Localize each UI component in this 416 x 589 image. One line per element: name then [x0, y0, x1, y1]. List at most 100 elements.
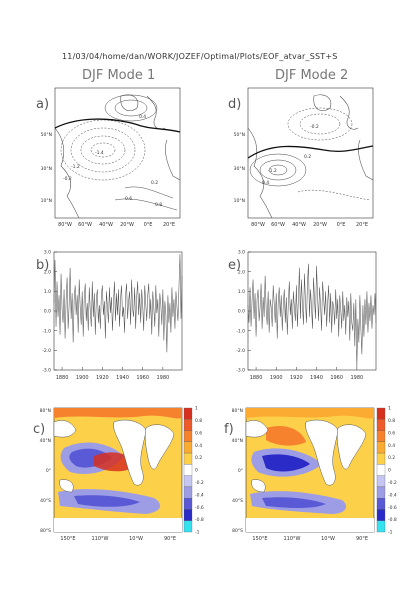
y-tick-label: 3.0 — [238, 250, 245, 256]
lat-tick-10n: 10°N — [234, 198, 245, 204]
lat-tick-40n: 40°N — [232, 438, 243, 444]
lon-tick-10w: 10°W — [129, 536, 143, 542]
colorbar-label: 0.8 — [195, 418, 202, 424]
y-tick-label: -3.0 — [42, 368, 51, 374]
lon-tick-90e: 90°E — [164, 536, 176, 542]
x-tick-label: 1880 — [250, 375, 263, 381]
colorbar-swatch — [183, 475, 193, 488]
lat-tick-0: 0° — [46, 468, 51, 474]
colorbar-swatch — [183, 464, 193, 476]
panel-label-a: a) — [36, 97, 50, 112]
lon-tick-60w: 60°W — [271, 222, 285, 228]
colorbar-swatch — [376, 498, 386, 510]
y-tick-label: -3.0 — [236, 368, 245, 374]
lat-tick-40n: 40°N — [40, 438, 51, 444]
series-line — [247, 263, 377, 369]
coastline-americas — [247, 127, 273, 219]
panel-label-e: e) — [228, 258, 242, 273]
colorbar-swatch — [183, 520, 193, 533]
lon-tick-20w: 20°W — [120, 222, 134, 228]
coastline-europe-africa — [339, 95, 374, 181]
x-tick-label: 1960 — [330, 375, 343, 381]
x-tick-label: 1900 — [76, 375, 89, 381]
x-tick-label: 1940 — [310, 375, 323, 381]
lon-tick-10w: 10°W — [321, 536, 335, 542]
colorbar-label: -0.2 — [388, 480, 397, 486]
coastline-greenland — [313, 94, 332, 111]
continent-asia — [245, 420, 269, 438]
contour-label: -1.4 — [95, 150, 104, 156]
contour-label: 0.2 — [304, 154, 311, 160]
lon-tick-150e: 150°E — [60, 536, 75, 542]
y-tick-label: 0.0 — [44, 309, 51, 315]
colorbar-swatch — [183, 509, 193, 521]
colorbar-label: 1 — [388, 406, 391, 412]
panel-label-f: f) — [224, 422, 234, 437]
x-tick-label: 1980 — [350, 375, 363, 381]
y-tick-label: -1.0 — [42, 328, 51, 334]
y-tick-label: 1.0 — [44, 289, 51, 295]
contour-label: -1.2 — [71, 164, 80, 170]
plot-frame — [53, 251, 183, 371]
lat-tick-30n: 30°N — [41, 166, 52, 172]
continent-africa — [336, 424, 367, 470]
lat-tick-80s: 80°S — [40, 528, 51, 534]
contour-label: 0.2 — [151, 180, 158, 186]
colorbar-swatch — [183, 452, 193, 465]
y-tick-label: 2.0 — [238, 269, 245, 275]
colorbar-swatch — [376, 419, 386, 431]
contour-map-mode-2: 50°N 30°N 10°N 80°W 60°W 40°W 20°W 0°E 2… — [234, 87, 374, 228]
colorbar-label: -0.2 — [195, 480, 204, 486]
colorbar-swatch — [376, 430, 386, 442]
plot-frame — [247, 251, 377, 371]
lat-tick-50n: 50°N — [234, 132, 245, 138]
panel-label-c: c) — [33, 422, 46, 437]
lon-tick-80w: 80°W — [58, 222, 72, 228]
colorbar-label: 0.8 — [388, 418, 395, 424]
contour-map-mode-1: 50°N 30°N 10°N 80°W 60°W 40°W 20°W 0°E 2… — [41, 87, 181, 228]
sst-map-mode-2: 80°N 40°N 0° 40°S 80°S 150°E 110°W 10°W … — [232, 407, 375, 542]
x-tick-label: 1960 — [136, 375, 149, 381]
time-series-mode-2: 3.0 2.0 1.0 0.0 -1.0 -2.0 -3.0 1880 1900 1920 1940… — [236, 250, 377, 381]
colorbar-swatch — [183, 486, 193, 499]
contour-label: 0.6 — [125, 196, 132, 202]
colorbar-label: 0.4 — [195, 443, 202, 449]
lon-tick-80w: 80°W — [251, 222, 265, 228]
colorbar-label: 0.2 — [195, 455, 202, 461]
continent-asia — [53, 420, 77, 438]
continent-australia — [59, 479, 74, 493]
colorbar-swatch — [376, 464, 386, 476]
colorbar-label: 0.6 — [195, 430, 202, 436]
lon-tick-60w: 60°W — [78, 222, 92, 228]
colorbar-mode-2: 1 0.8 0.6 0.4 0.2 0 -0.2 -0.4 -0.6 -0.8 -1 — [376, 406, 397, 536]
y-tick-label: 1.0 — [238, 289, 245, 295]
y-tick-label: -2.0 — [236, 348, 245, 354]
colorbar-mode-1: 1 0.8 0.6 0.4 0.2 0 -0.2 -0.4 -0.6 -0.8 -1 — [183, 406, 204, 536]
lon-tick-90e: 90°E — [356, 536, 368, 542]
y-tick-label: -2.0 — [42, 348, 51, 354]
lon-tick-0e: 0°E — [337, 222, 346, 228]
colorbar-swatch — [376, 520, 386, 533]
colorbar-swatch — [376, 407, 386, 420]
lon-tick-110w: 110°W — [284, 536, 301, 542]
colorbar-label: 1 — [195, 406, 198, 412]
lat-tick-80s: 80°S — [232, 528, 243, 534]
continent-americas — [305, 419, 339, 486]
colorbar-label: -0.6 — [195, 505, 204, 511]
colorbar-swatch — [376, 486, 386, 499]
lat-tick-50n: 50°N — [41, 132, 52, 138]
coastline-americas — [54, 127, 80, 219]
series-line — [53, 253, 183, 353]
lat-tick-40s: 40°S — [40, 498, 51, 504]
contour-label: -1.2 — [268, 168, 277, 174]
colorbar-swatch — [376, 509, 386, 521]
contour-label: -0.2 — [63, 176, 72, 182]
lon-tick-40w: 40°W — [99, 222, 113, 228]
sst-map-mode-1: 80°N 40°N 0° 40°S 80°S 150°E 110°W 10°W … — [40, 407, 183, 542]
colorbar-label: -1 — [195, 530, 200, 536]
colorbar-swatch — [183, 430, 193, 442]
title-mode-1: DJF Mode 1 — [82, 68, 156, 83]
y-tick-label: 2.0 — [44, 269, 51, 275]
colorbar-swatch — [183, 407, 193, 420]
colorbar-label: -1 — [388, 530, 393, 536]
